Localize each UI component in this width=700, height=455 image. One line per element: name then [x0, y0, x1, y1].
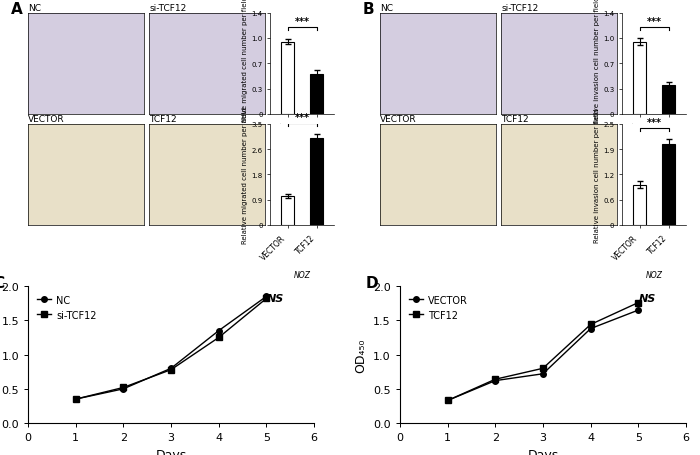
Text: ***: *** — [647, 118, 662, 128]
Y-axis label: OD₄₅₀: OD₄₅₀ — [355, 338, 368, 372]
Text: NOZ: NOZ — [293, 271, 311, 280]
TCF12 — [443, 398, 452, 403]
NC — [214, 328, 223, 334]
Text: NS: NS — [638, 293, 656, 303]
X-axis label: Days: Days — [155, 448, 187, 455]
TCF12 — [539, 366, 547, 371]
Y-axis label: Relative invasion cell number per field: Relative invasion cell number per field — [594, 0, 601, 131]
Text: GBC-SD: GBC-SD — [639, 160, 669, 169]
Text: ***: *** — [647, 17, 662, 27]
X-axis label: Days: Days — [527, 448, 559, 455]
Text: NC: NC — [380, 4, 393, 13]
si-TCF12 — [167, 367, 175, 373]
VECTOR — [539, 371, 547, 377]
Line: si-TCF12: si-TCF12 — [73, 296, 270, 402]
Text: si-TCF12: si-TCF12 — [149, 4, 186, 13]
Y-axis label: Relative migrated cell number per field: Relative migrated cell number per field — [242, 0, 248, 132]
Text: C: C — [0, 276, 5, 290]
Text: VECTOR: VECTOR — [28, 115, 64, 124]
VECTOR — [634, 308, 643, 313]
VECTOR — [443, 398, 452, 403]
Bar — [310, 139, 323, 226]
NC — [262, 294, 271, 299]
NC — [71, 396, 80, 402]
si-TCF12 — [119, 385, 127, 390]
Legend: NC, si-TCF12: NC, si-TCF12 — [33, 291, 101, 324]
TCF12 — [491, 377, 500, 382]
Text: NS: NS — [267, 293, 284, 303]
Bar — [633, 42, 646, 115]
Text: D: D — [365, 276, 378, 290]
NC — [167, 366, 175, 371]
Bar — [310, 75, 323, 115]
Line: VECTOR: VECTOR — [444, 308, 641, 404]
TCF12 — [587, 322, 595, 328]
Text: ***: *** — [295, 113, 309, 122]
Bar — [662, 86, 675, 115]
VECTOR — [587, 326, 595, 332]
Text: A: A — [10, 1, 22, 16]
Legend: VECTOR, TCF12: VECTOR, TCF12 — [405, 291, 472, 324]
Text: TCF12: TCF12 — [501, 115, 528, 124]
NC — [119, 386, 127, 392]
Text: NOZ: NOZ — [645, 271, 663, 280]
Y-axis label: Relative invasion cell number per field: Relative invasion cell number per field — [594, 108, 601, 242]
Text: B: B — [363, 1, 375, 16]
Bar — [281, 42, 294, 115]
Bar — [633, 185, 646, 226]
Text: VECTOR: VECTOR — [380, 115, 416, 124]
si-TCF12 — [71, 396, 80, 402]
Text: TCF12: TCF12 — [149, 115, 176, 124]
TCF12 — [634, 300, 643, 306]
Bar — [662, 145, 675, 226]
Line: NC: NC — [73, 294, 270, 402]
Text: si-TCF12: si-TCF12 — [501, 4, 538, 13]
Y-axis label: Relative migrated cell number per field: Relative migrated cell number per field — [242, 107, 248, 243]
Text: NC: NC — [28, 4, 41, 13]
si-TCF12 — [262, 296, 271, 302]
Text: GBC-SD: GBC-SD — [287, 160, 317, 169]
VECTOR — [491, 378, 500, 384]
Line: TCF12: TCF12 — [444, 300, 641, 404]
Bar — [281, 197, 294, 226]
Text: ***: *** — [295, 17, 309, 27]
si-TCF12 — [214, 335, 223, 340]
